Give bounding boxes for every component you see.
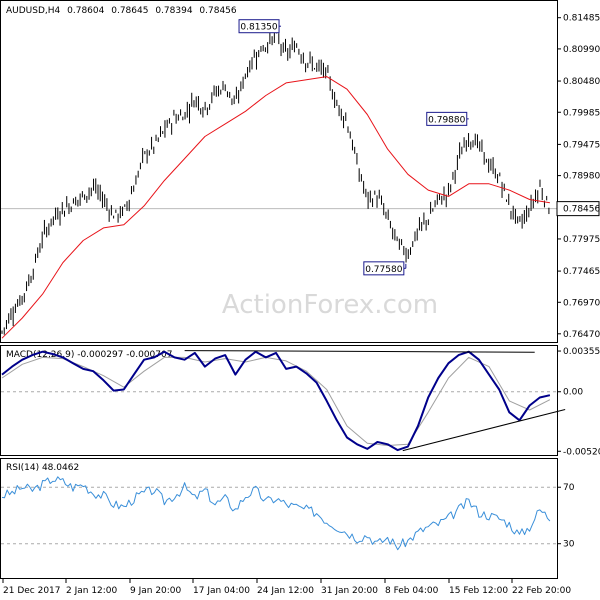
price-y-tick-label: 0.77465 [563,267,600,277]
low-value: 0.78394 [155,6,192,16]
rsi-title: RSI(14) 48.0462 [6,463,79,473]
rsi-y-tick-label: 30 [563,540,575,550]
rsi-line [1,476,551,551]
swing-label: 0.81350 [240,23,277,33]
macd-y-tick-label: -0.005207 [563,447,600,457]
price-y-tick-label: 0.81485 [563,14,600,24]
macd-title: MACD(12,26,9) -0.000297 -0.000707 [6,350,172,360]
macd-trendline [402,408,566,452]
macd-panel [0,345,558,456]
price-y-tick-label: 0.80990 [563,45,600,55]
high-value: 0.78645 [111,6,148,16]
price-y-tick-label: 0.77975 [563,235,600,245]
price-y-tick-label: 0.79985 [563,108,600,118]
watermark: ActionForex.com [222,290,438,320]
symbol: AUDUSD,H4 [6,6,61,16]
price-y-tick-label: 0.80480 [563,77,600,87]
open-value: 0.78604 [67,6,104,16]
price-plot: 0.81350 0.79880 0.77580 [1,19,557,339]
swing-label: 0.79880 [428,115,465,125]
price-y-tick-label: 0.78980 [563,172,600,182]
macd-y-tick-label: 0.00 [563,388,583,398]
macd-trendline [184,350,535,353]
price-y-tick-label: 0.76470 [563,330,600,340]
x-tick-label: 21 Dec 2017 [3,586,61,596]
y-axis-labels: 0.81485 0.80990 0.80480 0.79985 0.79475 0.789… [556,14,600,550]
x-tick-label: 15 Feb 12:00 [449,586,508,596]
price-y-tick-label: 0.76970 [563,298,600,308]
x-tick-label: 24 Jan 12:00 [257,586,314,596]
x-tick-label: 17 Jan 04:00 [193,586,250,596]
x-tick-label: 22 Feb 20:00 [512,586,571,596]
macd-line [1,350,551,452]
close-value: 0.78456 [199,6,236,16]
swing-label: 0.77580 [365,265,402,275]
current-price-box [556,201,600,217]
price-y-tick-label: 0.79475 [563,140,600,150]
moving-average-line [1,76,550,339]
price-panel [0,0,558,343]
rsi-y-tick-label: 70 [563,483,575,493]
x-tick-label: 31 Jan 20:00 [321,586,378,596]
macd-y-tick-label: 0.003559 [563,347,600,357]
x-tick-label: 8 Feb 04:00 [385,586,439,596]
macd-plot [1,350,566,452]
rsi-plot [1,476,557,551]
price-title: AUDUSD,H4 0.78604 0.78645 0.78394 0.7845… [6,6,237,16]
x-tick-label: 2 Jan 12:00 [66,586,118,596]
price-y-tick-label: 0.78456 [563,205,600,215]
x-tick-label: 9 Jan 20:00 [130,586,182,596]
x-axis-labels: 21 Dec 2017 2 Jan 12:00 9 Jan 20:00 17 Jan … [2,579,571,596]
rsi-panel [0,458,558,579]
macd-signal-line [1,356,551,446]
